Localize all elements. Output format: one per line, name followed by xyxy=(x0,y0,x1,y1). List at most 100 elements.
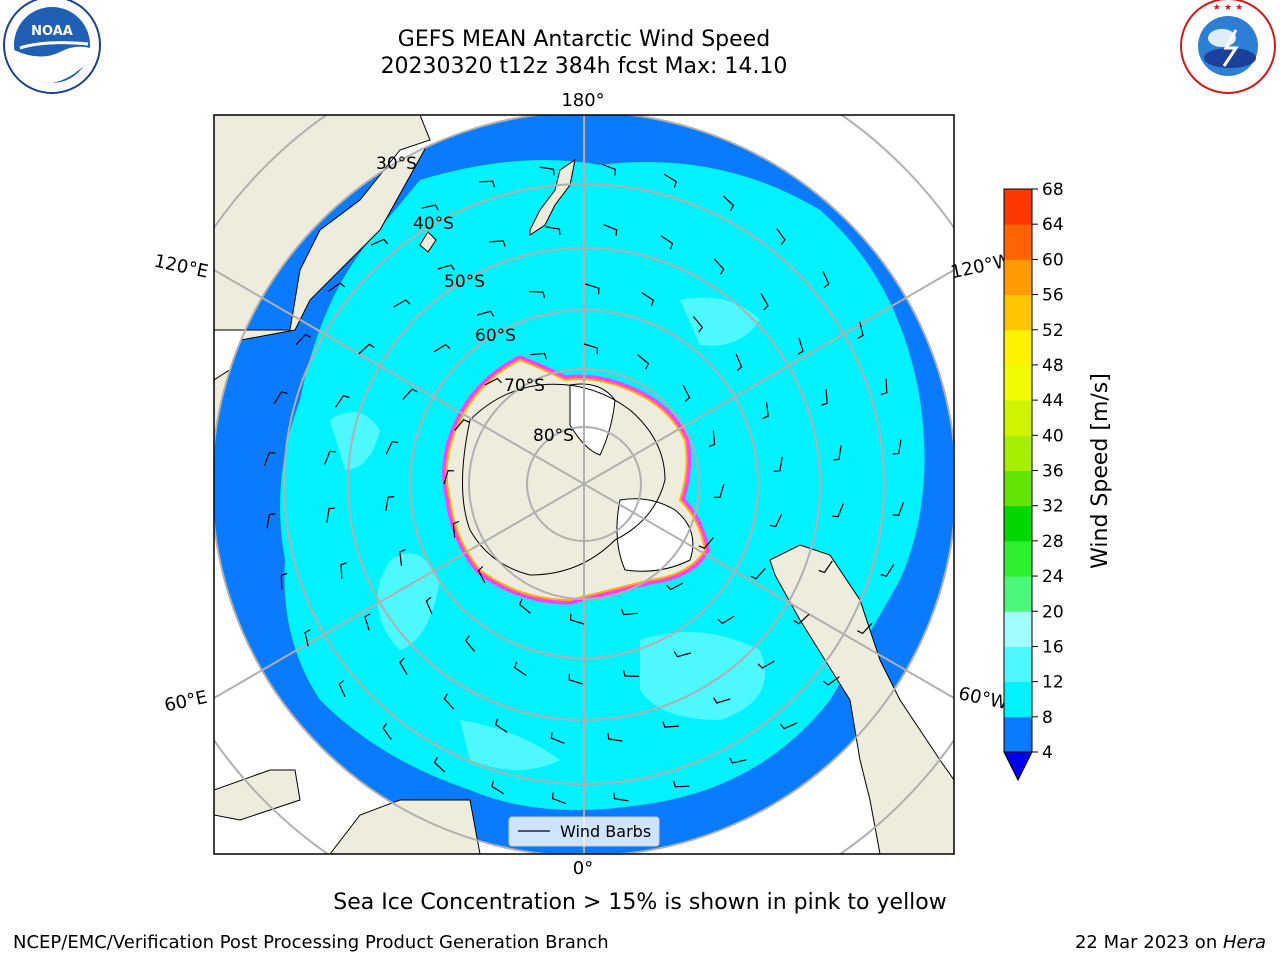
wind-barb xyxy=(857,321,864,339)
wind-barb xyxy=(518,598,531,614)
wind-barb xyxy=(797,337,804,355)
wind-barb xyxy=(273,391,288,405)
wind-barb xyxy=(464,635,476,652)
wind-barb xyxy=(425,596,433,615)
colorbar-bin xyxy=(1004,470,1032,507)
colorbar-bin xyxy=(1004,716,1032,753)
wind-barb xyxy=(620,608,638,616)
wind-barb xyxy=(692,316,704,333)
wind-barb xyxy=(613,792,629,802)
wind-barb xyxy=(513,661,527,676)
lon-label-120w: 120°W xyxy=(949,250,1013,283)
wind-barb xyxy=(779,722,798,730)
wind-barb xyxy=(324,450,336,465)
wind-barb xyxy=(328,282,345,292)
wind-barb xyxy=(437,264,455,271)
colorbar-tick-label: 60 xyxy=(1042,250,1064,270)
wind-barb xyxy=(385,496,395,512)
wind-barb xyxy=(402,388,418,401)
wind-barb xyxy=(530,352,548,360)
wind-barb xyxy=(443,469,455,485)
colorbar-bin xyxy=(1004,400,1032,436)
map-frame xyxy=(213,114,955,855)
lat-label-50s: 50°S xyxy=(444,272,485,292)
colorbar-tick-label: 56 xyxy=(1042,286,1064,306)
colorbar-tick-label: 40 xyxy=(1042,426,1064,446)
wind-barb xyxy=(364,613,371,631)
wind-barb xyxy=(358,343,375,355)
colorbar-bin xyxy=(1004,435,1032,471)
wind-barb xyxy=(832,503,844,518)
wind-barb xyxy=(443,693,455,710)
wind-barb xyxy=(713,483,725,499)
wind-barb xyxy=(494,718,508,733)
lat-label-70s: 70°S xyxy=(504,376,545,396)
wind-barb xyxy=(607,733,623,742)
wind-barb xyxy=(295,333,311,346)
wind-barb xyxy=(708,430,716,448)
wind-barb xyxy=(326,507,335,523)
colorbar-label: Wind Speed [m/s] xyxy=(1088,373,1113,569)
wind-barb xyxy=(769,513,783,528)
wind-barb xyxy=(393,299,411,308)
wind-barb xyxy=(698,537,714,550)
wind-barb xyxy=(489,240,506,247)
colorbar-bin xyxy=(1004,540,1032,577)
wind-barb xyxy=(568,673,583,685)
wind-barb xyxy=(454,418,470,431)
wind-barb xyxy=(399,657,408,675)
wind-barb xyxy=(682,384,691,402)
colorbar-tick-label: 16 xyxy=(1042,637,1064,657)
colorbar-tick-label: 28 xyxy=(1042,532,1064,552)
wind-barb xyxy=(663,173,677,188)
wind-barb xyxy=(583,343,599,355)
wind-barb xyxy=(776,228,786,245)
sea-ice-caption: Sea Ice Concentration > 15% is shown in … xyxy=(333,890,947,915)
producer-credit: NCEP/EMC/Verification Post Processing Pr… xyxy=(13,932,609,953)
wind-barb xyxy=(385,440,399,455)
wind-barb xyxy=(452,520,460,538)
wind-barb xyxy=(603,224,618,236)
lat-label-30s: 30°S xyxy=(376,154,417,174)
wind-barb xyxy=(263,451,276,466)
wind-barbs xyxy=(263,163,905,805)
wind-barb xyxy=(476,310,495,317)
noaa-wordmark: NOAA xyxy=(31,24,73,39)
wind-barb xyxy=(880,563,895,577)
wind-barb xyxy=(823,676,840,686)
wind-barb xyxy=(660,235,674,250)
lon-label-60e: 60°E xyxy=(163,687,210,717)
lat-label-40s: 40°S xyxy=(413,214,454,234)
legend-label: Wind Barbs xyxy=(560,822,651,841)
wind-barb xyxy=(539,166,555,176)
lat-label-80s: 80°S xyxy=(533,426,574,446)
wind-barb xyxy=(717,615,735,625)
colorbar-tick-label: 48 xyxy=(1042,356,1064,376)
wind-barb xyxy=(892,439,902,455)
wind-barb xyxy=(729,757,747,764)
wind-barb xyxy=(528,291,546,298)
lon-label-0: 0° xyxy=(573,858,593,879)
wind-barb xyxy=(622,670,640,677)
lon-label-60w: 60°W xyxy=(957,683,1010,714)
chart-subtitle: 20230320 t12z 384h fcst Max: 14.10 xyxy=(380,54,788,79)
wind-barb xyxy=(478,180,496,188)
colorbar-bin xyxy=(1004,364,1032,401)
wind-barb xyxy=(602,163,617,176)
colorbar-underflow-arrow xyxy=(1003,751,1033,782)
colorbar-tick-label: 12 xyxy=(1042,673,1064,693)
wind-barb xyxy=(335,394,350,408)
colorbar-bin xyxy=(1004,611,1032,647)
colorbar-tick-label: 36 xyxy=(1042,462,1064,482)
colorbar-bin xyxy=(1004,576,1032,612)
colorbar-bin xyxy=(1004,646,1032,683)
wind-barb xyxy=(793,613,810,625)
wind-barb xyxy=(484,377,502,386)
wind-barb xyxy=(773,456,783,472)
colorbar-bin xyxy=(1004,294,1032,331)
colorbar-bin xyxy=(1004,505,1032,542)
wind-barb xyxy=(750,567,766,580)
colorbar-tick-label: 52 xyxy=(1042,321,1064,341)
